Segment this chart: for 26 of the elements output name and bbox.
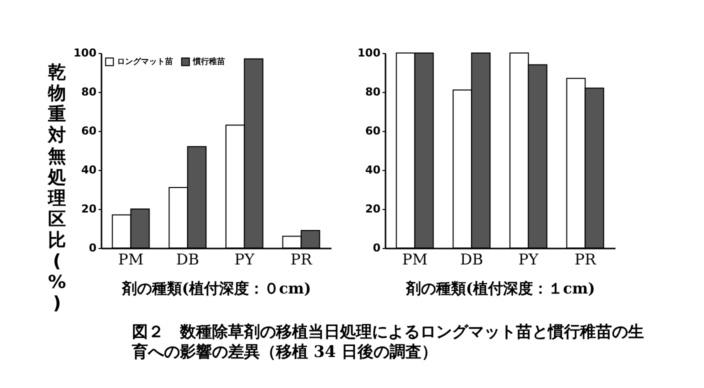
x-axis-title: 剤の種類(植付深度：１cm) bbox=[404, 280, 596, 298]
caption: 図２ 数種除草剤の移植当日処理によるロングマット苗と慣行稚苗の生育への影響の差異（移植 34 日後の調査） bbox=[132, 322, 645, 362]
legend-label: 慣行稚苗 bbox=[192, 56, 225, 66]
x-tick-label: PR bbox=[290, 250, 313, 268]
y-tick-label: 20 bbox=[81, 202, 97, 216]
y-tick-label: 20 bbox=[365, 202, 381, 216]
y-tick-label: 40 bbox=[81, 164, 97, 176]
x-tick-label: PY bbox=[234, 250, 256, 268]
x-axis-title: 剤の種類(植付深度：０cm) bbox=[120, 280, 312, 298]
y-tick-label: 80 bbox=[365, 86, 381, 98]
y-tick-label: 0 bbox=[88, 242, 97, 254]
y-tick-label: 100 bbox=[358, 46, 381, 60]
y-tick-label: 0 bbox=[372, 242, 381, 254]
legend-label: ロングマット苗 bbox=[117, 56, 173, 66]
y-tick-label: 60 bbox=[81, 124, 97, 138]
x-tick-label: PM bbox=[402, 250, 428, 268]
x-tick-label: DB bbox=[176, 250, 200, 268]
x-tick-label: PR bbox=[574, 250, 597, 268]
y-tick-label: 40 bbox=[365, 164, 381, 176]
y-tick-label: 60 bbox=[365, 124, 381, 138]
x-tick-label: DB bbox=[460, 250, 484, 268]
x-tick-label: PM bbox=[118, 250, 144, 268]
x-tick-label: PY bbox=[518, 250, 540, 268]
text: 乾物重対無処理区比(%) bbox=[48, 62, 66, 314]
y-tick-label: 80 bbox=[81, 86, 97, 98]
y-tick-label: 100 bbox=[74, 46, 97, 60]
